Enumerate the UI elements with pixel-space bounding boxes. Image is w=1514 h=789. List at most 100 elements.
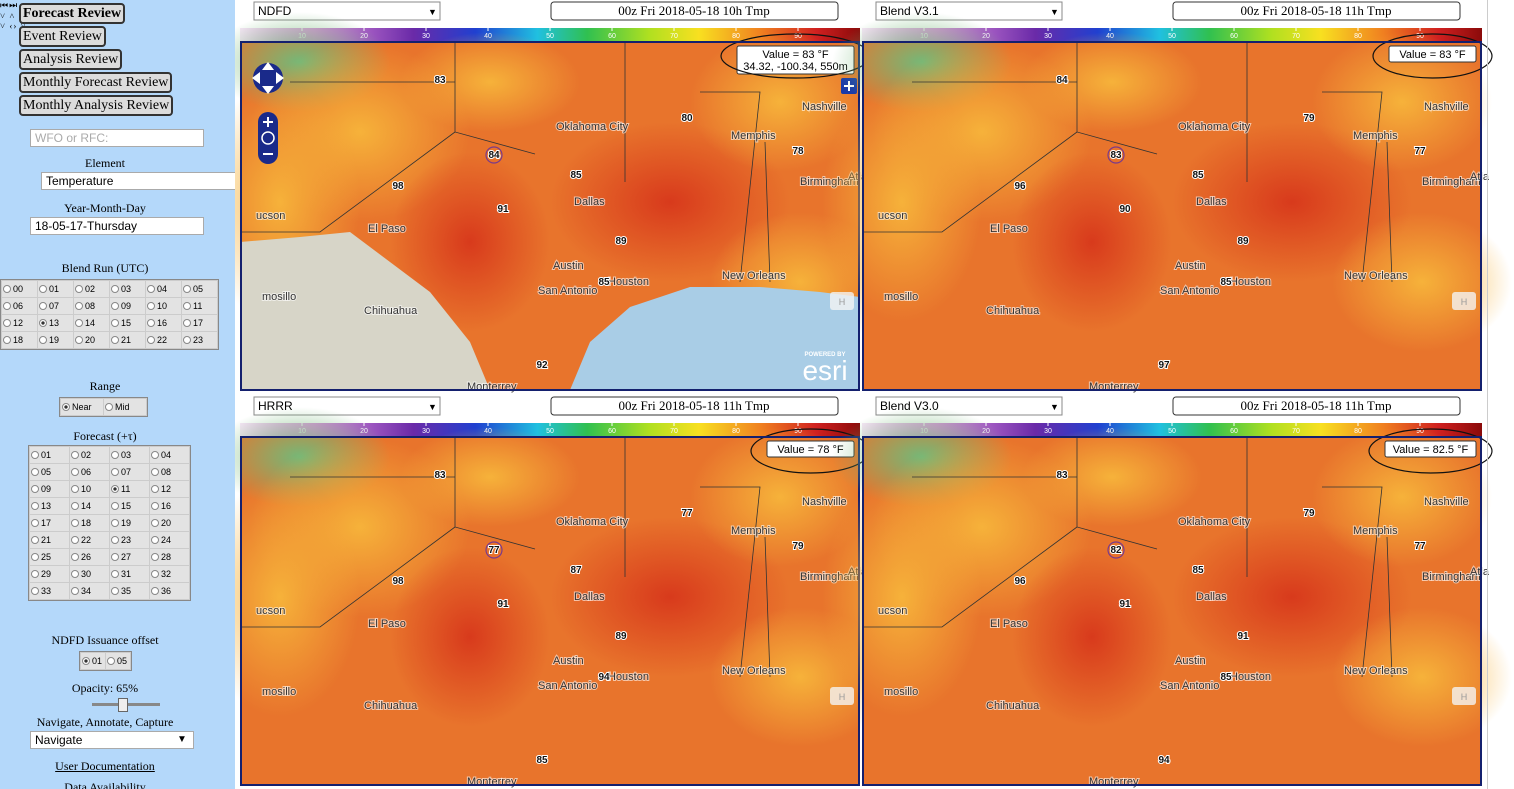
radio-option[interactable]: 16 [150,498,189,514]
radio-option[interactable]: 28 [150,549,189,565]
wfo-input[interactable]: WFO or RFC: [30,129,204,147]
radio-option[interactable]: 30 [70,566,109,582]
radio-option[interactable]: 24 [150,532,189,548]
radio-option[interactable]: 17 [30,515,69,531]
radio-option[interactable]: 09 [110,298,145,314]
city-label: Chihuahua [364,305,418,317]
home-button[interactable] [1452,292,1476,310]
nav-button[interactable]: Event Review [19,26,106,47]
radio-option[interactable]: 10 [146,298,181,314]
radio-option[interactable]: 02 [70,447,109,463]
radio-option[interactable]: 02 [74,281,109,297]
mode-select[interactable]: Navigate [30,731,194,749]
radio-option[interactable]: 17 [182,315,217,331]
radio-option[interactable]: 01 [81,653,105,669]
radio-option[interactable]: 20 [150,515,189,531]
radio-option[interactable]: 10 [70,481,109,497]
radio-option[interactable]: 25 [30,549,69,565]
map: Oklahoma City Memphis Nashville Birmingham D… [822,407,1512,789]
nav-button[interactable]: Monthly Analysis Review [19,95,174,116]
element-select[interactable]: Temperature [41,172,235,190]
opacity-thumb[interactable] [118,698,128,712]
temperature-shading [1312,32,1492,172]
radio-option[interactable]: 05 [182,281,217,297]
nav-button[interactable]: Monthly Forecast Review [19,72,173,93]
radio-option[interactable]: 08 [150,464,189,480]
home-button[interactable] [830,292,854,310]
city-label: New Orleans [1344,270,1408,282]
arrow-buttons[interactable]: ⏮⏭ [0,0,19,10]
radio-option[interactable]: 27 [110,549,149,565]
radio-option[interactable]: 18 [70,515,109,531]
arrow-buttons[interactable]: ˅ ‹› ˅ [0,21,27,31]
radio-option[interactable]: 07 [38,298,73,314]
radio-option[interactable]: 12 [2,315,37,331]
radio-option[interactable]: 13 [30,498,69,514]
home-button[interactable] [830,687,854,705]
radio-option[interactable]: 09 [30,481,69,497]
date-label: Year-Month-Day [64,201,146,215]
radio-option[interactable]: 21 [110,332,145,348]
radio-option[interactable]: 03 [110,281,145,297]
nav-button[interactable]: Forecast Review [19,3,126,24]
colorbar-tick-label: 60 [608,33,616,40]
radio-option[interactable]: 22 [146,332,181,348]
radio-option[interactable]: 18 [2,332,37,348]
radio-option[interactable]: 11 [182,298,217,314]
radio-option[interactable]: 36 [150,583,189,599]
radio-option[interactable]: 21 [30,532,69,548]
radio-option[interactable]: 31 [110,566,149,582]
radio-option[interactable]: 26 [70,549,109,565]
radio-option[interactable]: 03 [110,447,149,463]
radio-option[interactable]: 19 [110,515,149,531]
arrow-buttons[interactable]: ˅ ˄ [0,11,16,21]
radio-option[interactable]: 14 [74,315,109,331]
radio-option[interactable]: 04 [146,281,181,297]
radio-dot [111,502,119,510]
radio-option[interactable]: 12 [150,481,189,497]
radio-option[interactable]: 05 [30,464,69,480]
radio-option[interactable]: 23 [110,532,149,548]
radio-option[interactable]: 32 [150,566,189,582]
doc-link[interactable]: User Documentation [55,759,155,773]
radio-option[interactable]: 06 [2,298,37,314]
radio-label: 10 [81,484,92,494]
map-panel: Blend V3.1▼00z Fri 2018-05-18 11h Tmp102… [822,1,1512,394]
home-button[interactable] [1452,687,1476,705]
radio-option[interactable]: 13 [38,315,73,331]
radio-label: 04 [157,284,168,294]
radio-option[interactable]: 14 [70,498,109,514]
radio-option[interactable]: 23 [182,332,217,348]
radio-option[interactable]: 34 [70,583,109,599]
zoom-icons [263,117,273,155]
radio-option[interactable]: 20 [74,332,109,348]
radio-option[interactable]: 15 [110,315,145,331]
radio-option[interactable]: 04 [150,447,189,463]
annotation [1372,33,1493,79]
radio-option[interactable]: 01 [38,281,73,297]
radio-option[interactable]: 16 [146,315,181,331]
radio-option[interactable]: 11 [110,481,149,497]
date-input[interactable]: 18-05-17-Thursday [30,217,204,235]
radio-option[interactable]: 15 [110,498,149,514]
station-value: 85 [570,170,582,181]
radio-label: 17 [193,318,204,328]
radio-option[interactable]: 35 [110,583,149,599]
radio-option[interactable]: 33 [30,583,69,599]
station-value: 91 [1119,599,1131,610]
radio-label: 28 [161,552,172,562]
radio-option[interactable]: 01 [30,447,69,463]
radio-option[interactable]: 08 [74,298,109,314]
zoom-control[interactable] [258,112,278,164]
radio-option[interactable]: 05 [106,653,130,669]
radio-option[interactable]: 19 [38,332,73,348]
radio-option[interactable]: Near [61,399,103,415]
pan-control[interactable] [253,63,283,93]
nav-button[interactable]: Analysis Review [19,49,123,70]
radio-option[interactable]: 07 [110,464,149,480]
radio-option[interactable]: 06 [70,464,109,480]
radio-option[interactable]: Mid [104,399,146,415]
radio-option[interactable]: 22 [70,532,109,548]
radio-option[interactable]: 00 [2,281,37,297]
radio-option[interactable]: 29 [30,566,69,582]
